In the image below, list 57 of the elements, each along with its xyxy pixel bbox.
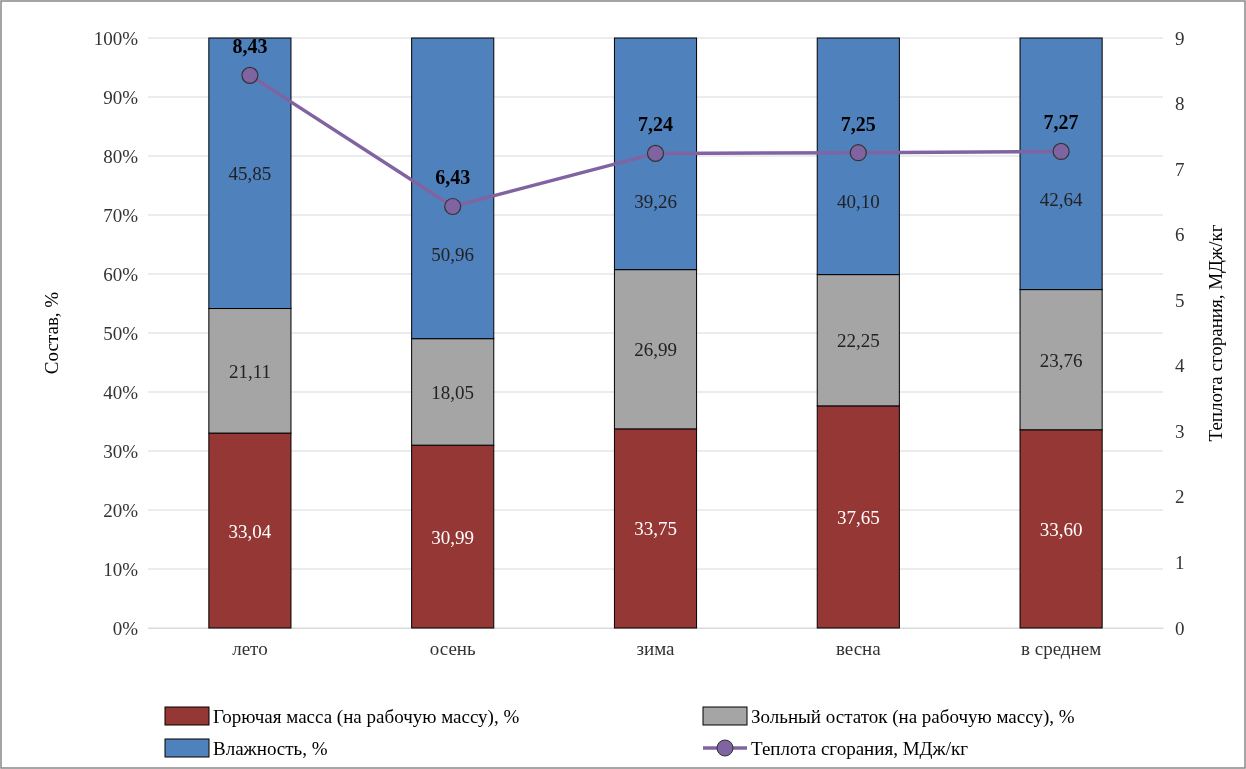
data-label: 8,43 bbox=[232, 35, 268, 58]
y2-tick-label: 2 bbox=[1175, 486, 1185, 508]
legend-label: Зольный остаток (на рабочую массу), % bbox=[751, 706, 1075, 728]
y-tick-label: 40% bbox=[103, 381, 139, 403]
point bbox=[241, 66, 259, 84]
data-label: 42,64 bbox=[1039, 189, 1083, 211]
data-label: 23,76 bbox=[1039, 349, 1083, 371]
y-tick-label: 60% bbox=[103, 263, 139, 285]
legend-label: Теплота сгорания, МДж/кг bbox=[751, 738, 969, 759]
data-label: 33,75 bbox=[634, 518, 677, 540]
y-tick-label: 10% bbox=[103, 558, 139, 580]
data-label: 6,43 bbox=[435, 166, 471, 189]
data-label: 18,05 bbox=[431, 381, 475, 403]
data-label: 33,60 bbox=[1039, 518, 1083, 540]
point bbox=[646, 144, 665, 162]
y2-axis-title: Теплота сгорания, МДж/кг bbox=[1205, 224, 1226, 442]
data-label: 40,10 bbox=[836, 190, 880, 212]
x-tick-label: лето bbox=[232, 638, 268, 660]
x-tick-label: весна bbox=[835, 638, 882, 660]
y2-tick-label: 1 bbox=[1175, 552, 1185, 574]
data-label: 7,27 bbox=[1043, 111, 1079, 134]
data-label: 50,96 bbox=[431, 244, 475, 266]
data-label: 30,99 bbox=[431, 526, 475, 548]
data-label: 37,65 bbox=[836, 506, 880, 528]
x-tick-label: осень bbox=[429, 638, 476, 660]
point bbox=[849, 144, 867, 162]
point bbox=[444, 197, 462, 216]
data-label: 7,24 bbox=[638, 113, 673, 136]
y-tick-label: 30% bbox=[103, 440, 139, 462]
data-label: 45,85 bbox=[228, 163, 272, 185]
legend-label: Влажность, % bbox=[213, 738, 328, 759]
x-tick-label: зима bbox=[636, 638, 676, 660]
data-label: 33,04 bbox=[228, 520, 272, 542]
y2-tick-label: 3 bbox=[1175, 420, 1185, 442]
y2-tick-label: 8 bbox=[1175, 93, 1185, 115]
y-tick-label: 80% bbox=[103, 145, 139, 167]
y2-tick-label: 5 bbox=[1175, 289, 1185, 311]
data-label: 21,11 bbox=[228, 360, 271, 382]
y-tick-label: 50% bbox=[103, 322, 139, 344]
y2-tick-label: 4 bbox=[1175, 355, 1185, 377]
data-label: 22,25 bbox=[836, 330, 880, 352]
y-tick-label: 100% bbox=[93, 27, 139, 49]
x-tick-label: в среднем bbox=[1021, 638, 1102, 660]
y-tick-label: 0% bbox=[112, 617, 139, 639]
y2-tick-label: 0 bbox=[1175, 617, 1185, 639]
y2-tick-label: 9 bbox=[1175, 27, 1185, 49]
point bbox=[1052, 142, 1070, 161]
data-label: 7,25 bbox=[840, 112, 876, 135]
legend-label: Горючая масса (на рабочую массу), % bbox=[213, 706, 520, 728]
y-tick-label: 20% bbox=[103, 499, 139, 521]
y-tick-label: 90% bbox=[103, 86, 139, 108]
data-label: 26,99 bbox=[634, 339, 677, 361]
y2-tick-label: 6 bbox=[1175, 224, 1185, 246]
data-label: 39,26 bbox=[634, 191, 677, 213]
y2-tick-label: 7 bbox=[1175, 158, 1185, 180]
y-axis-title: Состав, % bbox=[41, 291, 62, 375]
y-tick-label: 70% bbox=[103, 204, 139, 226]
